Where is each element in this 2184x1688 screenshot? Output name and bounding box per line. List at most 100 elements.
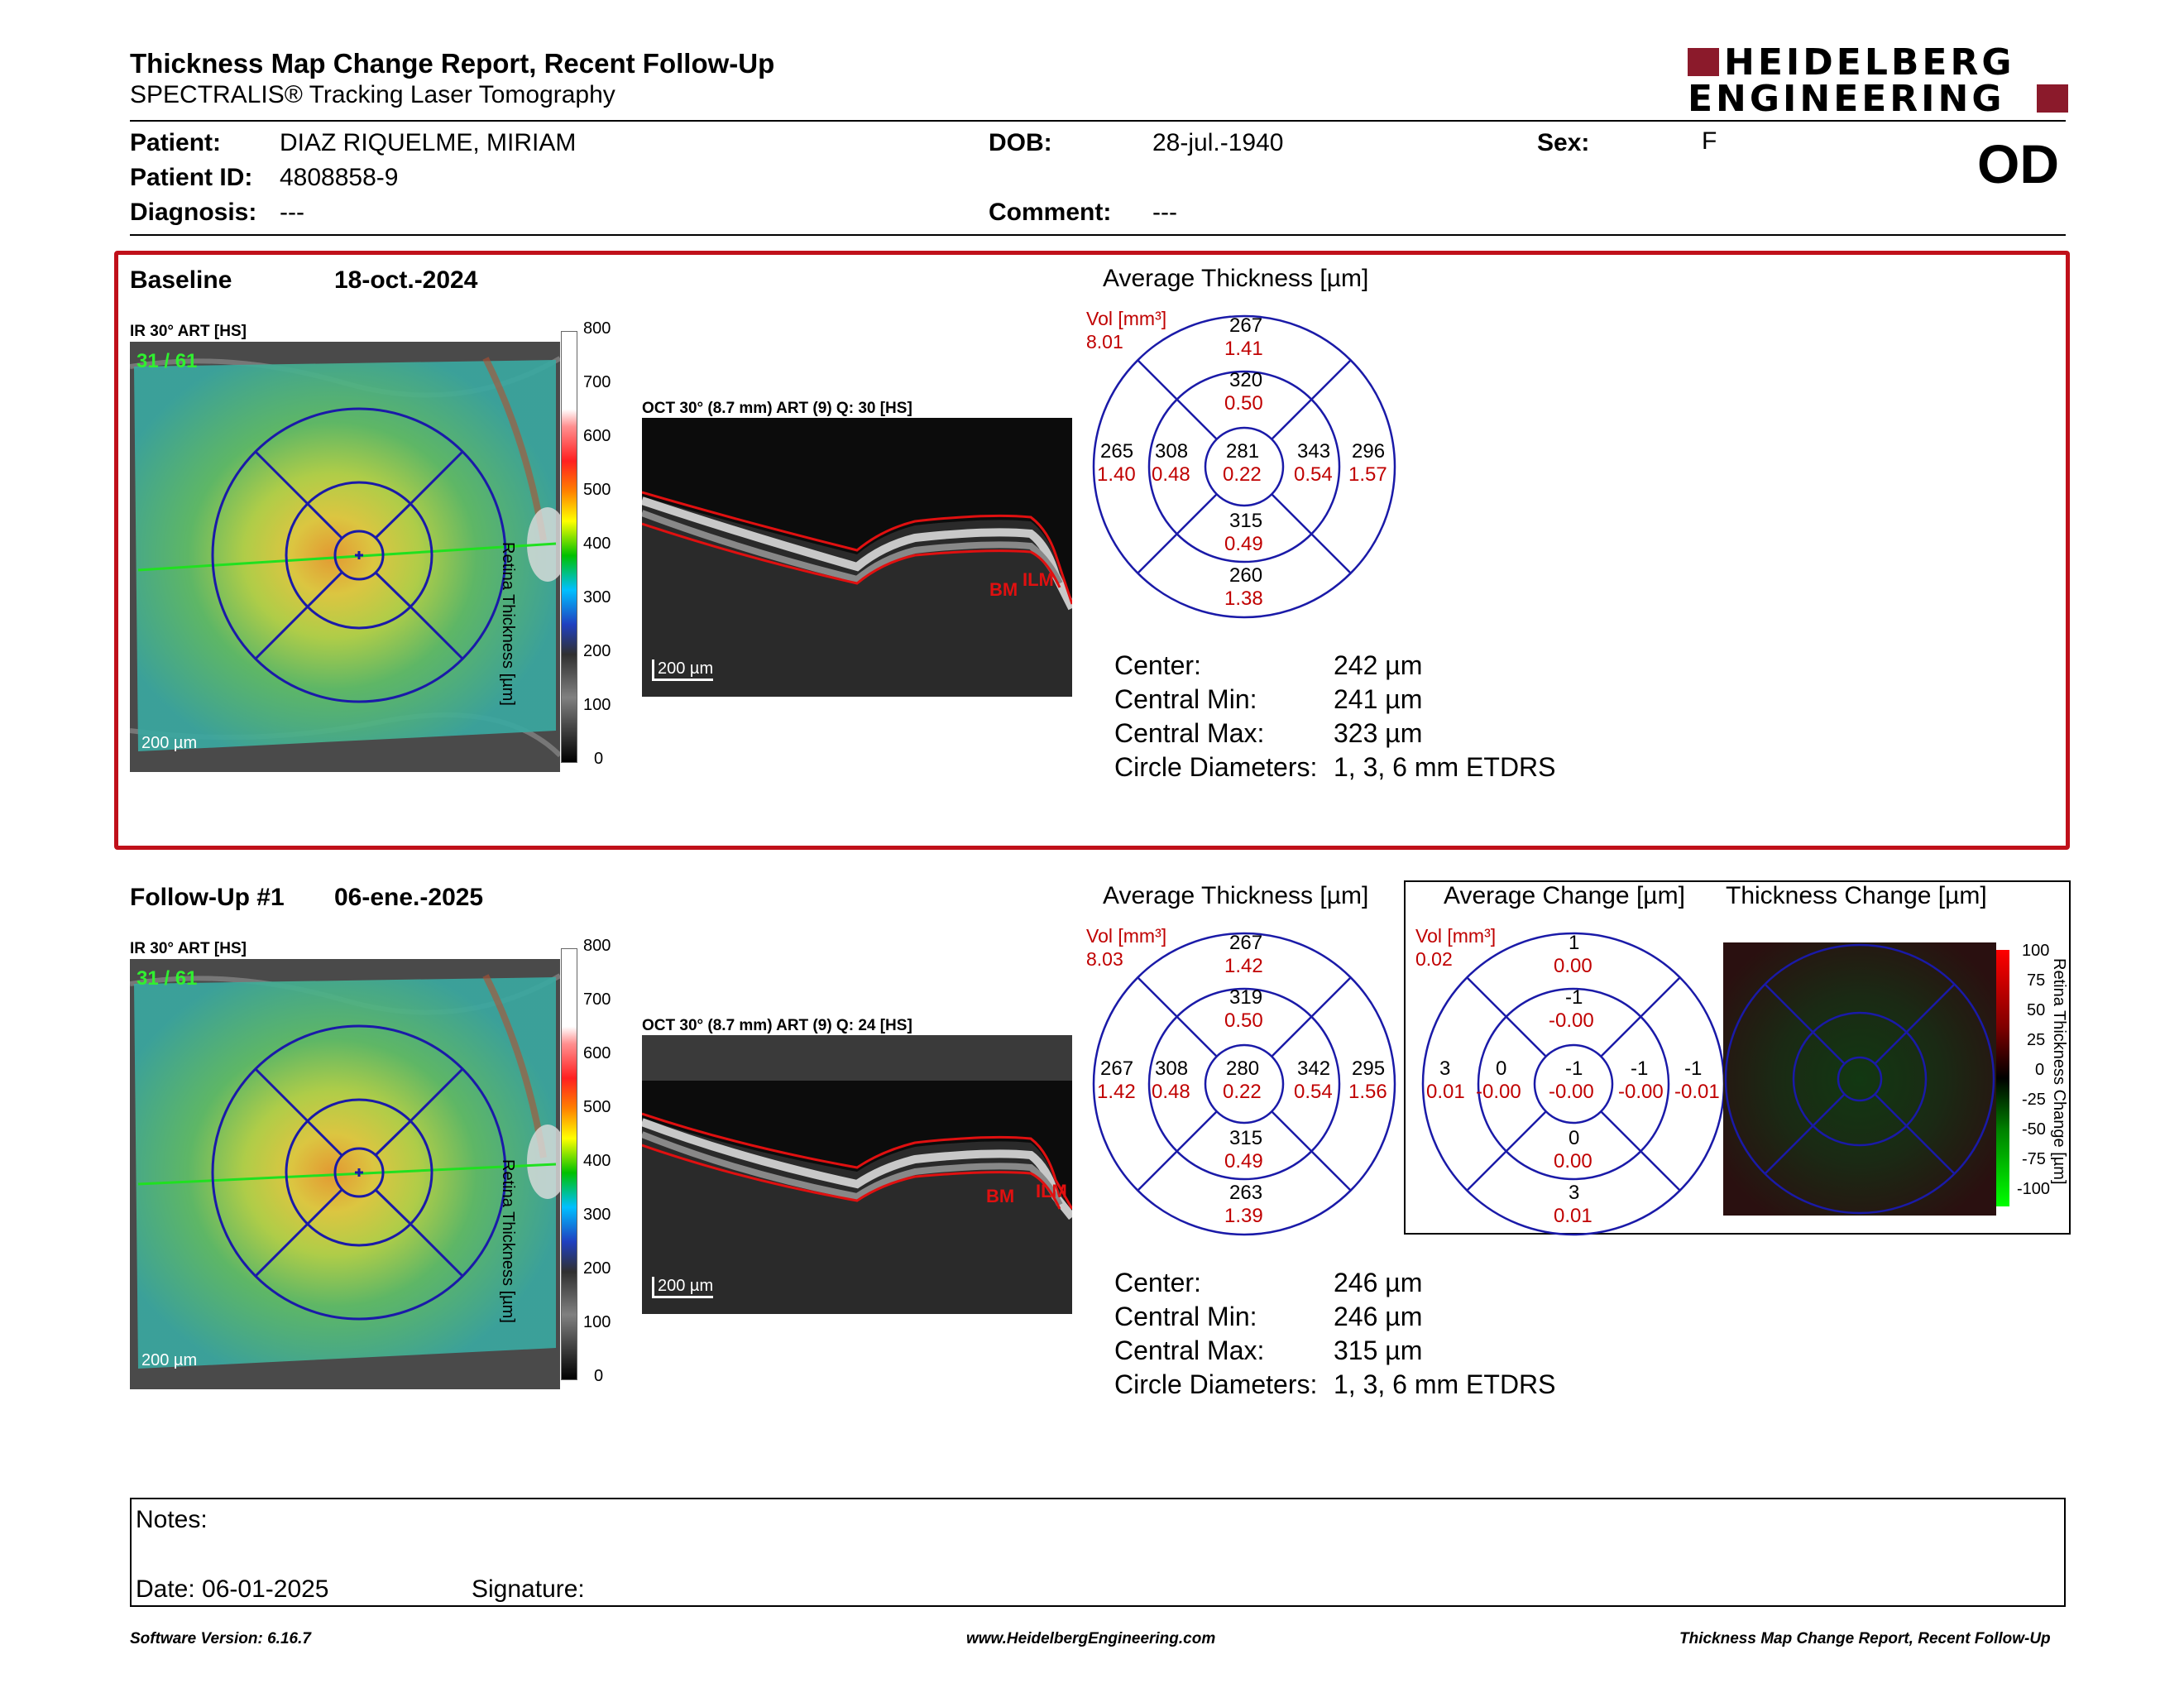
notes-date: Date: 06-01-2025: [136, 1575, 329, 1603]
sector-thickness: 296: [1352, 440, 1386, 463]
sector-thickness: 315: [1229, 510, 1263, 532]
followup-ir-scale: 200 µm: [141, 1351, 198, 1369]
tick-label: 800: [583, 319, 611, 338]
followup-center-label: Center:: [1114, 1268, 1201, 1297]
baseline-ir-scale: 200 µm: [141, 734, 198, 752]
tick-label: -75: [2022, 1150, 2046, 1168]
sector-thickness: 263: [1229, 1182, 1263, 1204]
baseline-vol-label: Vol [mm³]: [1086, 308, 1167, 329]
baseline-etdrs-values: 267 1.41 320 0.50 265 1.40 308 0.48 281 …: [1090, 313, 1398, 621]
tick-label: 500: [583, 1098, 611, 1116]
thickness-change-bar-title: Retina Thickness Change [µm]: [2050, 958, 2068, 1185]
patient-id: 4808858-9: [280, 164, 399, 191]
followup-avg-title: Average Thickness [µm]: [1103, 882, 1369, 909]
followup-diam-label: Circle Diameters:: [1114, 1369, 1318, 1399]
notes-signature-label: Signature:: [472, 1575, 585, 1603]
sector-change: -1: [1684, 1057, 1703, 1080]
sector-thickness: 281: [1226, 440, 1260, 463]
tick-label: -100: [2017, 1180, 2051, 1198]
sector-thickness: 267: [1229, 932, 1263, 954]
baseline-oct-ilm-label: ILM: [1023, 569, 1054, 590]
dob-value: 28-jul.-1940: [1152, 129, 1284, 156]
followup-oct-label: OCT 30° (8.7 mm) ART (9) Q: 24 [HS]: [642, 1017, 912, 1034]
baseline-etdrs-grid: [1092, 314, 1396, 619]
logo-line1: HEIDELBERG: [1724, 41, 2015, 84]
sex-value: F: [1702, 127, 1717, 155]
followup-center-value: 246 µm: [1334, 1268, 1423, 1297]
followup-label: Follow-Up #1: [130, 884, 285, 911]
sector-thickness: 319: [1229, 986, 1263, 1009]
tick-label: 0: [2035, 1061, 2045, 1079]
baseline-oct-label: OCT 30° (8.7 mm) ART (9) Q: 30 [HS]: [642, 400, 912, 417]
sector-volume: 1.42: [1224, 955, 1263, 977]
sector-thickness: 342: [1297, 1057, 1331, 1080]
sector-volume: 1.41: [1224, 338, 1263, 360]
baseline-center-value: 242 µm: [1334, 650, 1423, 680]
change-panel: [1404, 880, 2071, 1235]
followup-vol-label: Vol [mm³]: [1086, 925, 1167, 947]
change-vol-total: 0.02: [1415, 948, 1453, 970]
tick-label: 200: [583, 642, 611, 660]
logo-line2: ENGINEERING: [1688, 78, 2005, 120]
baseline-max-label: Central Max:: [1114, 718, 1265, 748]
diagnosis-value: ---: [280, 199, 304, 226]
tick-label: 75: [2027, 971, 2046, 990]
comment-label: Comment:: [989, 199, 1112, 226]
tick-label: 25: [2027, 1031, 2046, 1049]
sector-volume: 0.54: [1294, 463, 1333, 486]
heidelberg-logo: HEIDELBERG ENGINEERING: [1688, 41, 2068, 120]
sector-change: 0: [1569, 1127, 1580, 1149]
sex-label: Sex:: [1537, 129, 1590, 156]
notes-box[interactable]: [130, 1498, 2066, 1607]
sector-volume-change: -0.00: [1476, 1081, 1521, 1103]
sector-volume: 0.49: [1224, 533, 1263, 555]
baseline-oct-image: BM ILM 200 µm: [642, 418, 1072, 697]
notes-label: Notes:: [136, 1506, 208, 1533]
sector-volume-change: 0.00: [1554, 1150, 1592, 1172]
change-etdrs-values: 1 0.00 -1 -0.00 3 0.01 0 -0.00 -1 -0.00 …: [1420, 930, 1727, 1238]
baseline-ir-counter: 31 / 61: [136, 350, 198, 372]
baseline-diam-value: 1, 3, 6 mm ETDRS: [1334, 752, 1556, 782]
patient-name: DIAZ RIQUELME, MIRIAM: [280, 129, 577, 156]
sector-thickness: 320: [1229, 369, 1263, 391]
baseline-section: [114, 251, 2070, 850]
sector-change: -1: [1565, 986, 1583, 1009]
sector-thickness: 295: [1352, 1057, 1386, 1080]
followup-ir-counter: 31 / 61: [136, 967, 198, 990]
thickness-change-ticks: 100 75 50 25 0 -25 -50 -75 -100: [2012, 942, 2053, 1215]
tick-label: 400: [583, 1152, 611, 1170]
followup-colorbar: [561, 948, 577, 1380]
followup-date: 06-ene.-2025: [334, 884, 484, 911]
sector-volume-change: -0.01: [1674, 1081, 1720, 1103]
followup-min-value: 246 µm: [1334, 1302, 1423, 1331]
tick-label: 300: [583, 588, 611, 607]
baseline-center-label: Center:: [1114, 650, 1201, 680]
tick-label: 200: [583, 1259, 611, 1278]
sector-thickness: 267: [1100, 1057, 1134, 1080]
tick-label: 0: [594, 1367, 604, 1385]
thickness-change-title: Thickness Change [µm]: [1726, 882, 1987, 909]
sector-change: -1: [1631, 1057, 1649, 1080]
sector-volume: 0.50: [1224, 1009, 1263, 1032]
followup-ir-label: IR 30° ART [HS]: [130, 940, 247, 957]
sector-change: 3: [1439, 1057, 1451, 1080]
sector-thickness: 308: [1155, 1057, 1189, 1080]
followup-oct-ilm-label: ILM: [1036, 1181, 1067, 1201]
dob-label: DOB:: [989, 129, 1052, 156]
sector-volume-change: -0.00: [1549, 1009, 1594, 1032]
baseline-colorbar: [561, 331, 577, 763]
sector-thickness: 280: [1226, 1057, 1260, 1080]
footer-website-link[interactable]: www.HeidelbergEngineering.com: [966, 1630, 1216, 1647]
tick-label: 300: [583, 1206, 611, 1224]
sector-thickness: 267: [1229, 314, 1263, 337]
tick-label: 700: [583, 990, 611, 1009]
tick-label: 0: [594, 750, 604, 768]
sector-volume: 0.48: [1152, 463, 1190, 486]
tick-label: -25: [2022, 1091, 2046, 1109]
tick-label: 50: [2027, 1001, 2046, 1019]
followup-etdrs-grid: [1092, 932, 1396, 1236]
baseline-colorbar-ticks: 800 700 600 500 400 300 200 100 0: [579, 319, 620, 783]
sector-volume: 1.57: [1348, 463, 1387, 486]
sector-volume: 0.54: [1294, 1081, 1333, 1103]
followup-oct-bm-label: BM: [986, 1186, 1015, 1206]
